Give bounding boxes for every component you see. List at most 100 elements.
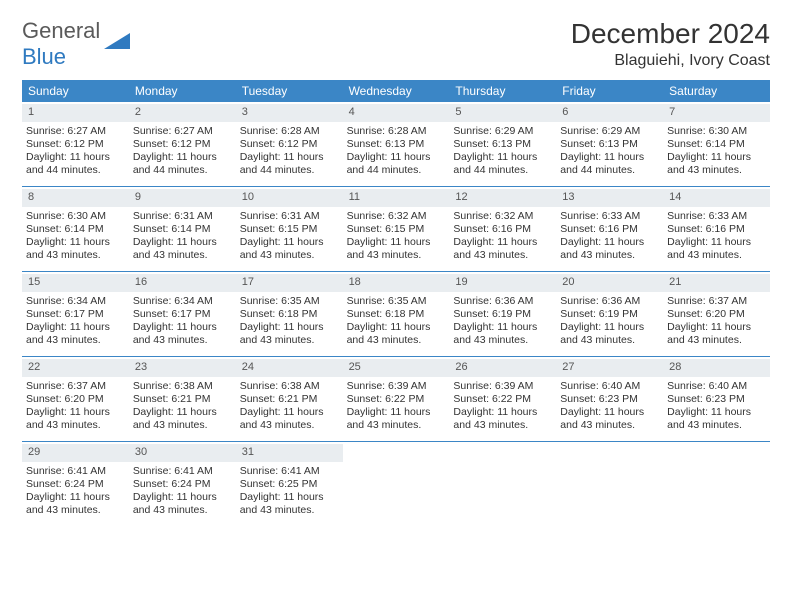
location-label: Blaguiehi, Ivory Coast xyxy=(571,52,770,70)
day-header-cell: Friday xyxy=(556,80,663,102)
daylight-line: Daylight: 11 hours and 43 minutes. xyxy=(240,236,339,262)
day-cell: 16Sunrise: 6:34 AMSunset: 6:17 PMDayligh… xyxy=(129,272,236,356)
day-cell: 14Sunrise: 6:33 AMSunset: 6:16 PMDayligh… xyxy=(663,187,770,271)
daylight-line: Daylight: 11 hours and 43 minutes. xyxy=(667,406,766,432)
sunrise-line: Sunrise: 6:39 AM xyxy=(347,380,446,393)
sunrise-line: Sunrise: 6:31 AM xyxy=(133,210,232,223)
sunrise-line: Sunrise: 6:33 AM xyxy=(667,210,766,223)
daylight-line: Daylight: 11 hours and 44 minutes. xyxy=(133,151,232,177)
day-cell: 28Sunrise: 6:40 AMSunset: 6:23 PMDayligh… xyxy=(663,357,770,441)
daylight-line: Daylight: 11 hours and 43 minutes. xyxy=(240,321,339,347)
day-cell: 19Sunrise: 6:36 AMSunset: 6:19 PMDayligh… xyxy=(449,272,556,356)
day-cell xyxy=(556,442,663,526)
sunset-line: Sunset: 6:24 PM xyxy=(133,478,232,491)
daylight-line: Daylight: 11 hours and 43 minutes. xyxy=(667,151,766,177)
daylight-line: Daylight: 11 hours and 44 minutes. xyxy=(240,151,339,177)
sunrise-line: Sunrise: 6:40 AM xyxy=(560,380,659,393)
week-row: 1Sunrise: 6:27 AMSunset: 6:12 PMDaylight… xyxy=(22,102,770,187)
daylight-line: Daylight: 11 hours and 43 minutes. xyxy=(26,321,125,347)
logo-text: General Blue xyxy=(22,18,100,70)
sunset-line: Sunset: 6:16 PM xyxy=(560,223,659,236)
page-title: December 2024 xyxy=(571,18,770,50)
daylight-line: Daylight: 11 hours and 44 minutes. xyxy=(453,151,552,177)
sunset-line: Sunset: 6:13 PM xyxy=(453,138,552,151)
sunrise-line: Sunrise: 6:36 AM xyxy=(453,295,552,308)
sunset-line: Sunset: 6:19 PM xyxy=(560,308,659,321)
daylight-line: Daylight: 11 hours and 44 minutes. xyxy=(560,151,659,177)
day-cell: 31Sunrise: 6:41 AMSunset: 6:25 PMDayligh… xyxy=(236,442,343,526)
day-number: 13 xyxy=(556,189,663,207)
logo-triangle-icon xyxy=(104,31,130,57)
sunset-line: Sunset: 6:14 PM xyxy=(667,138,766,151)
day-cell: 2Sunrise: 6:27 AMSunset: 6:12 PMDaylight… xyxy=(129,102,236,186)
sunrise-line: Sunrise: 6:38 AM xyxy=(240,380,339,393)
day-header-cell: Sunday xyxy=(22,80,129,102)
day-number: 19 xyxy=(449,274,556,292)
day-number: 24 xyxy=(236,359,343,377)
day-cell: 11Sunrise: 6:32 AMSunset: 6:15 PMDayligh… xyxy=(343,187,450,271)
day-cell xyxy=(343,442,450,526)
sunset-line: Sunset: 6:18 PM xyxy=(347,308,446,321)
day-header-cell: Wednesday xyxy=(343,80,450,102)
sunrise-line: Sunrise: 6:41 AM xyxy=(133,465,232,478)
day-number: 7 xyxy=(663,104,770,122)
sunset-line: Sunset: 6:12 PM xyxy=(133,138,232,151)
calendar: SundayMondayTuesdayWednesdayThursdayFrid… xyxy=(22,80,770,526)
sunset-line: Sunset: 6:21 PM xyxy=(133,393,232,406)
daylight-line: Daylight: 11 hours and 43 minutes. xyxy=(453,321,552,347)
daylight-line: Daylight: 11 hours and 44 minutes. xyxy=(347,151,446,177)
day-number: 4 xyxy=(343,104,450,122)
sunset-line: Sunset: 6:12 PM xyxy=(240,138,339,151)
sunset-line: Sunset: 6:17 PM xyxy=(26,308,125,321)
day-number: 1 xyxy=(22,104,129,122)
sunrise-line: Sunrise: 6:37 AM xyxy=(26,380,125,393)
day-number: 27 xyxy=(556,359,663,377)
day-cell: 24Sunrise: 6:38 AMSunset: 6:21 PMDayligh… xyxy=(236,357,343,441)
daylight-line: Daylight: 11 hours and 43 minutes. xyxy=(347,321,446,347)
daylight-line: Daylight: 11 hours and 43 minutes. xyxy=(133,236,232,262)
sunrise-line: Sunrise: 6:37 AM xyxy=(667,295,766,308)
day-number: 22 xyxy=(22,359,129,377)
day-cell: 3Sunrise: 6:28 AMSunset: 6:12 PMDaylight… xyxy=(236,102,343,186)
day-header-cell: Saturday xyxy=(663,80,770,102)
sunset-line: Sunset: 6:14 PM xyxy=(133,223,232,236)
daylight-line: Daylight: 11 hours and 43 minutes. xyxy=(347,236,446,262)
day-number: 29 xyxy=(22,444,129,462)
day-cell: 17Sunrise: 6:35 AMSunset: 6:18 PMDayligh… xyxy=(236,272,343,356)
sunset-line: Sunset: 6:25 PM xyxy=(240,478,339,491)
day-cell: 29Sunrise: 6:41 AMSunset: 6:24 PMDayligh… xyxy=(22,442,129,526)
day-number: 5 xyxy=(449,104,556,122)
day-number: 28 xyxy=(663,359,770,377)
sunrise-line: Sunrise: 6:38 AM xyxy=(133,380,232,393)
day-cell: 12Sunrise: 6:32 AMSunset: 6:16 PMDayligh… xyxy=(449,187,556,271)
week-row: 29 Sunrise: 6:41 AMSunset: 6:24 PMDayligh… xyxy=(22,442,770,526)
day-cell: 27Sunrise: 6:40 AMSunset: 6:23 PMDayligh… xyxy=(556,357,663,441)
sunset-line: Sunset: 6:20 PM xyxy=(26,393,125,406)
day-number: 2 xyxy=(129,104,236,122)
day-header-cell: Monday xyxy=(129,80,236,102)
sunset-line: Sunset: 6:18 PM xyxy=(240,308,339,321)
day-number: 20 xyxy=(556,274,663,292)
sunrise-line: Sunrise: 6:29 AM xyxy=(560,125,659,138)
day-cell: 15Sunrise: 6:34 AMSunset: 6:17 PMDayligh… xyxy=(22,272,129,356)
daylight-line: Daylight: 11 hours and 43 minutes. xyxy=(453,236,552,262)
day-number: 11 xyxy=(343,189,450,207)
day-number: 16 xyxy=(129,274,236,292)
daylight-line: Daylight: 11 hours and 43 minutes. xyxy=(560,321,659,347)
day-cell: 30Sunrise: 6:41 AMSunset: 6:24 PMDayligh… xyxy=(129,442,236,526)
sunrise-line: Sunrise: 6:36 AM xyxy=(560,295,659,308)
sunset-line: Sunset: 6:14 PM xyxy=(26,223,125,236)
sunrise-line: Sunrise: 6:32 AM xyxy=(453,210,552,223)
sunrise-line: Sunrise: 6:32 AM xyxy=(347,210,446,223)
day-cell: 23Sunrise: 6:38 AMSunset: 6:21 PMDayligh… xyxy=(129,357,236,441)
sunrise-line: Sunrise: 6:35 AM xyxy=(240,295,339,308)
day-number: 15 xyxy=(22,274,129,292)
sunrise-line: Sunrise: 6:34 AM xyxy=(133,295,232,308)
day-header-cell: Thursday xyxy=(449,80,556,102)
day-cell: 10Sunrise: 6:31 AMSunset: 6:15 PMDayligh… xyxy=(236,187,343,271)
daylight-line: Daylight: 11 hours and 43 minutes. xyxy=(453,406,552,432)
sunset-line: Sunset: 6:22 PM xyxy=(453,393,552,406)
daylight-line: Daylight: 11 hours and 43 minutes. xyxy=(133,406,232,432)
daylight-line: Daylight: 11 hours and 43 minutes. xyxy=(560,406,659,432)
daylight-line: Daylight: 11 hours and 43 minutes. xyxy=(133,491,232,517)
